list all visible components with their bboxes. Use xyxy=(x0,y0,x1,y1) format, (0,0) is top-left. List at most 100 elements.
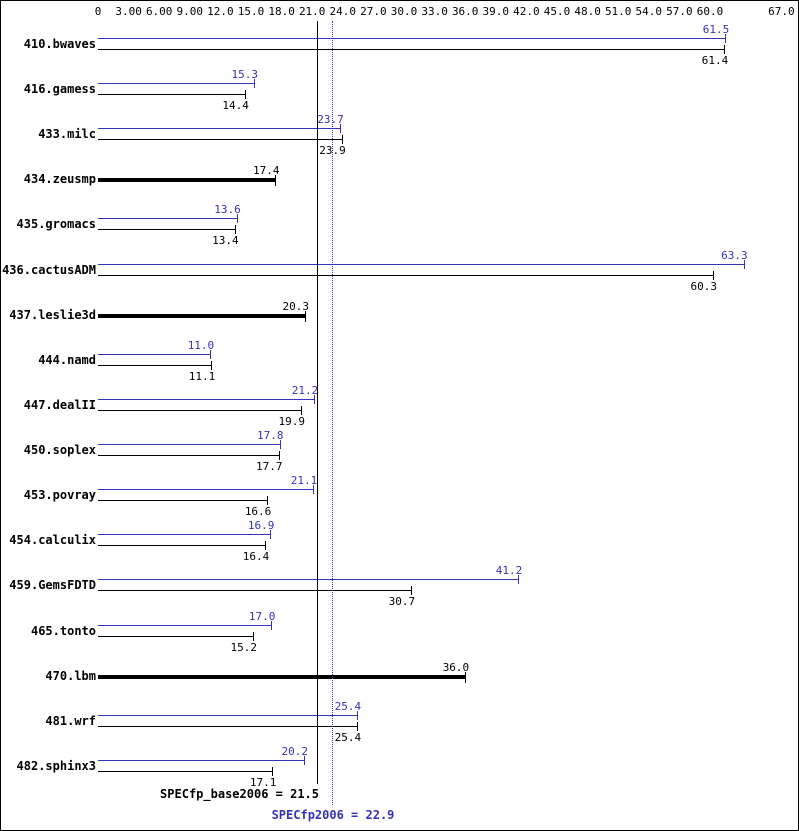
axis-tick-label: 42.0 xyxy=(513,5,540,18)
axis-tick-label: 18.0 xyxy=(268,5,295,18)
benchmark-label: 482.sphinx3 xyxy=(16,759,96,773)
axis-tick-label: 9.00 xyxy=(176,5,204,18)
bar-end-cap xyxy=(300,406,302,415)
base-bar xyxy=(98,49,725,50)
base-value: 60.3 xyxy=(690,280,718,293)
benchmark-label: 465.tonto xyxy=(30,624,96,638)
bar-end-cap xyxy=(265,541,267,550)
base-bar xyxy=(98,590,412,591)
axis-tick-label: 51.0 xyxy=(604,5,632,18)
peak-bar xyxy=(98,534,271,535)
peak-value: 25.4 xyxy=(334,700,362,713)
peak-mean-line xyxy=(332,21,333,805)
peak-value: 16.9 xyxy=(247,519,275,532)
base-bar xyxy=(98,365,212,366)
bar-end-cap xyxy=(743,260,745,269)
base-bar xyxy=(98,94,245,95)
bar-end-cap xyxy=(465,672,467,683)
bar-end-cap xyxy=(234,225,236,234)
peak-bar xyxy=(98,579,519,580)
peak-bar xyxy=(98,625,272,626)
base-bar xyxy=(98,545,266,546)
bar-end-cap xyxy=(278,451,280,460)
benchmark-label: 435.gromacs xyxy=(16,217,96,231)
bar-end-cap xyxy=(267,496,269,505)
base-value: 15.2 xyxy=(230,641,258,654)
benchmark-label: 436.cactusADM xyxy=(2,263,96,277)
axis-tick-label: 39.0 xyxy=(482,5,510,18)
bar-end-cap xyxy=(236,214,238,223)
benchmark-label: 453.povray xyxy=(23,488,96,502)
base-value: 14.4 xyxy=(222,99,249,112)
benchmark-label: 481.wrf xyxy=(45,714,96,728)
bar-end-cap xyxy=(254,79,256,88)
bar-end-cap xyxy=(279,440,281,449)
benchmark-label: 433.milc xyxy=(38,127,96,141)
bar-end-cap xyxy=(313,485,315,494)
bar-end-cap xyxy=(724,45,726,54)
bar-end-cap xyxy=(270,530,272,539)
base-bar xyxy=(98,636,254,637)
axis-tick-label: 57.0 xyxy=(666,5,693,18)
base-value: 19.9 xyxy=(278,415,305,428)
bar-end-cap xyxy=(341,135,343,144)
axis-tick-label: 3.00 xyxy=(115,5,142,18)
bar-end-cap xyxy=(271,621,273,630)
benchmark-label: 454.calculix xyxy=(9,533,96,547)
axis-tick-label: 21.0 xyxy=(298,5,326,18)
benchmark-label: 416.gamess xyxy=(23,82,96,96)
axis-tick-label: 24.0 xyxy=(329,5,357,18)
bar-end-cap xyxy=(211,361,213,370)
peak-bar xyxy=(98,760,305,761)
bar-end-cap xyxy=(357,722,359,731)
axis-tick-label: 30.0 xyxy=(390,5,418,18)
axis-tick-label: 45.0 xyxy=(543,5,571,18)
base-value: 16.4 xyxy=(242,550,270,563)
benchmark-label: 437.leslie3d xyxy=(9,308,96,322)
benchmark-label: 447.dealII xyxy=(23,398,96,412)
base-bar xyxy=(98,726,358,727)
peak-value: 11.0 xyxy=(187,339,215,352)
axis-tick-label: 36.0 xyxy=(451,5,479,18)
axis-tick-label: 60.0 xyxy=(696,5,724,18)
base-value: 17.1 xyxy=(249,776,277,789)
benchmark-label: 410.bwaves xyxy=(23,37,96,51)
base-value: 36.0 xyxy=(442,661,470,674)
peak-value: 13.6 xyxy=(214,203,241,216)
bar-end-cap xyxy=(305,311,307,322)
benchmark-label: 470.lbm xyxy=(45,669,96,683)
axis-tick-label: 54.0 xyxy=(635,5,663,18)
peak-bar xyxy=(98,38,726,39)
axis-tick-label: 0 xyxy=(94,5,102,18)
axis-tick-label: 27.0 xyxy=(360,5,387,18)
base-value: 11.1 xyxy=(188,370,216,383)
base-bar xyxy=(98,139,342,140)
peak-value: 23.7 xyxy=(317,113,344,126)
benchmark-label: 459.GemsFDTD xyxy=(9,578,96,592)
peak-bar xyxy=(98,218,237,219)
base-value: 61.4 xyxy=(701,54,729,67)
bar-end-cap xyxy=(518,575,520,584)
base-mean-line xyxy=(317,21,318,784)
base-bar xyxy=(98,500,268,501)
peak-bar xyxy=(98,399,315,400)
peak-value: 17.0 xyxy=(248,610,276,623)
base-bar xyxy=(98,178,276,182)
base-bar xyxy=(98,410,301,411)
peak-value: 17.8 xyxy=(257,429,284,442)
base-mean-label: SPECfp_base2006 = 21.5 xyxy=(160,787,319,801)
bar-end-cap xyxy=(253,632,255,641)
bar-end-cap xyxy=(713,271,715,280)
peak-bar xyxy=(98,444,280,445)
bar-end-cap xyxy=(275,175,277,186)
base-value: 16.6 xyxy=(244,505,272,518)
base-bar xyxy=(98,455,279,456)
base-value: 13.4 xyxy=(212,234,239,247)
axis-tick-label: 15.0 xyxy=(237,5,265,18)
bar-end-cap xyxy=(725,34,727,43)
base-bar xyxy=(98,229,235,230)
bar-end-cap xyxy=(272,767,274,776)
bar-end-cap xyxy=(304,756,306,765)
peak-value: 63.3 xyxy=(721,249,748,262)
